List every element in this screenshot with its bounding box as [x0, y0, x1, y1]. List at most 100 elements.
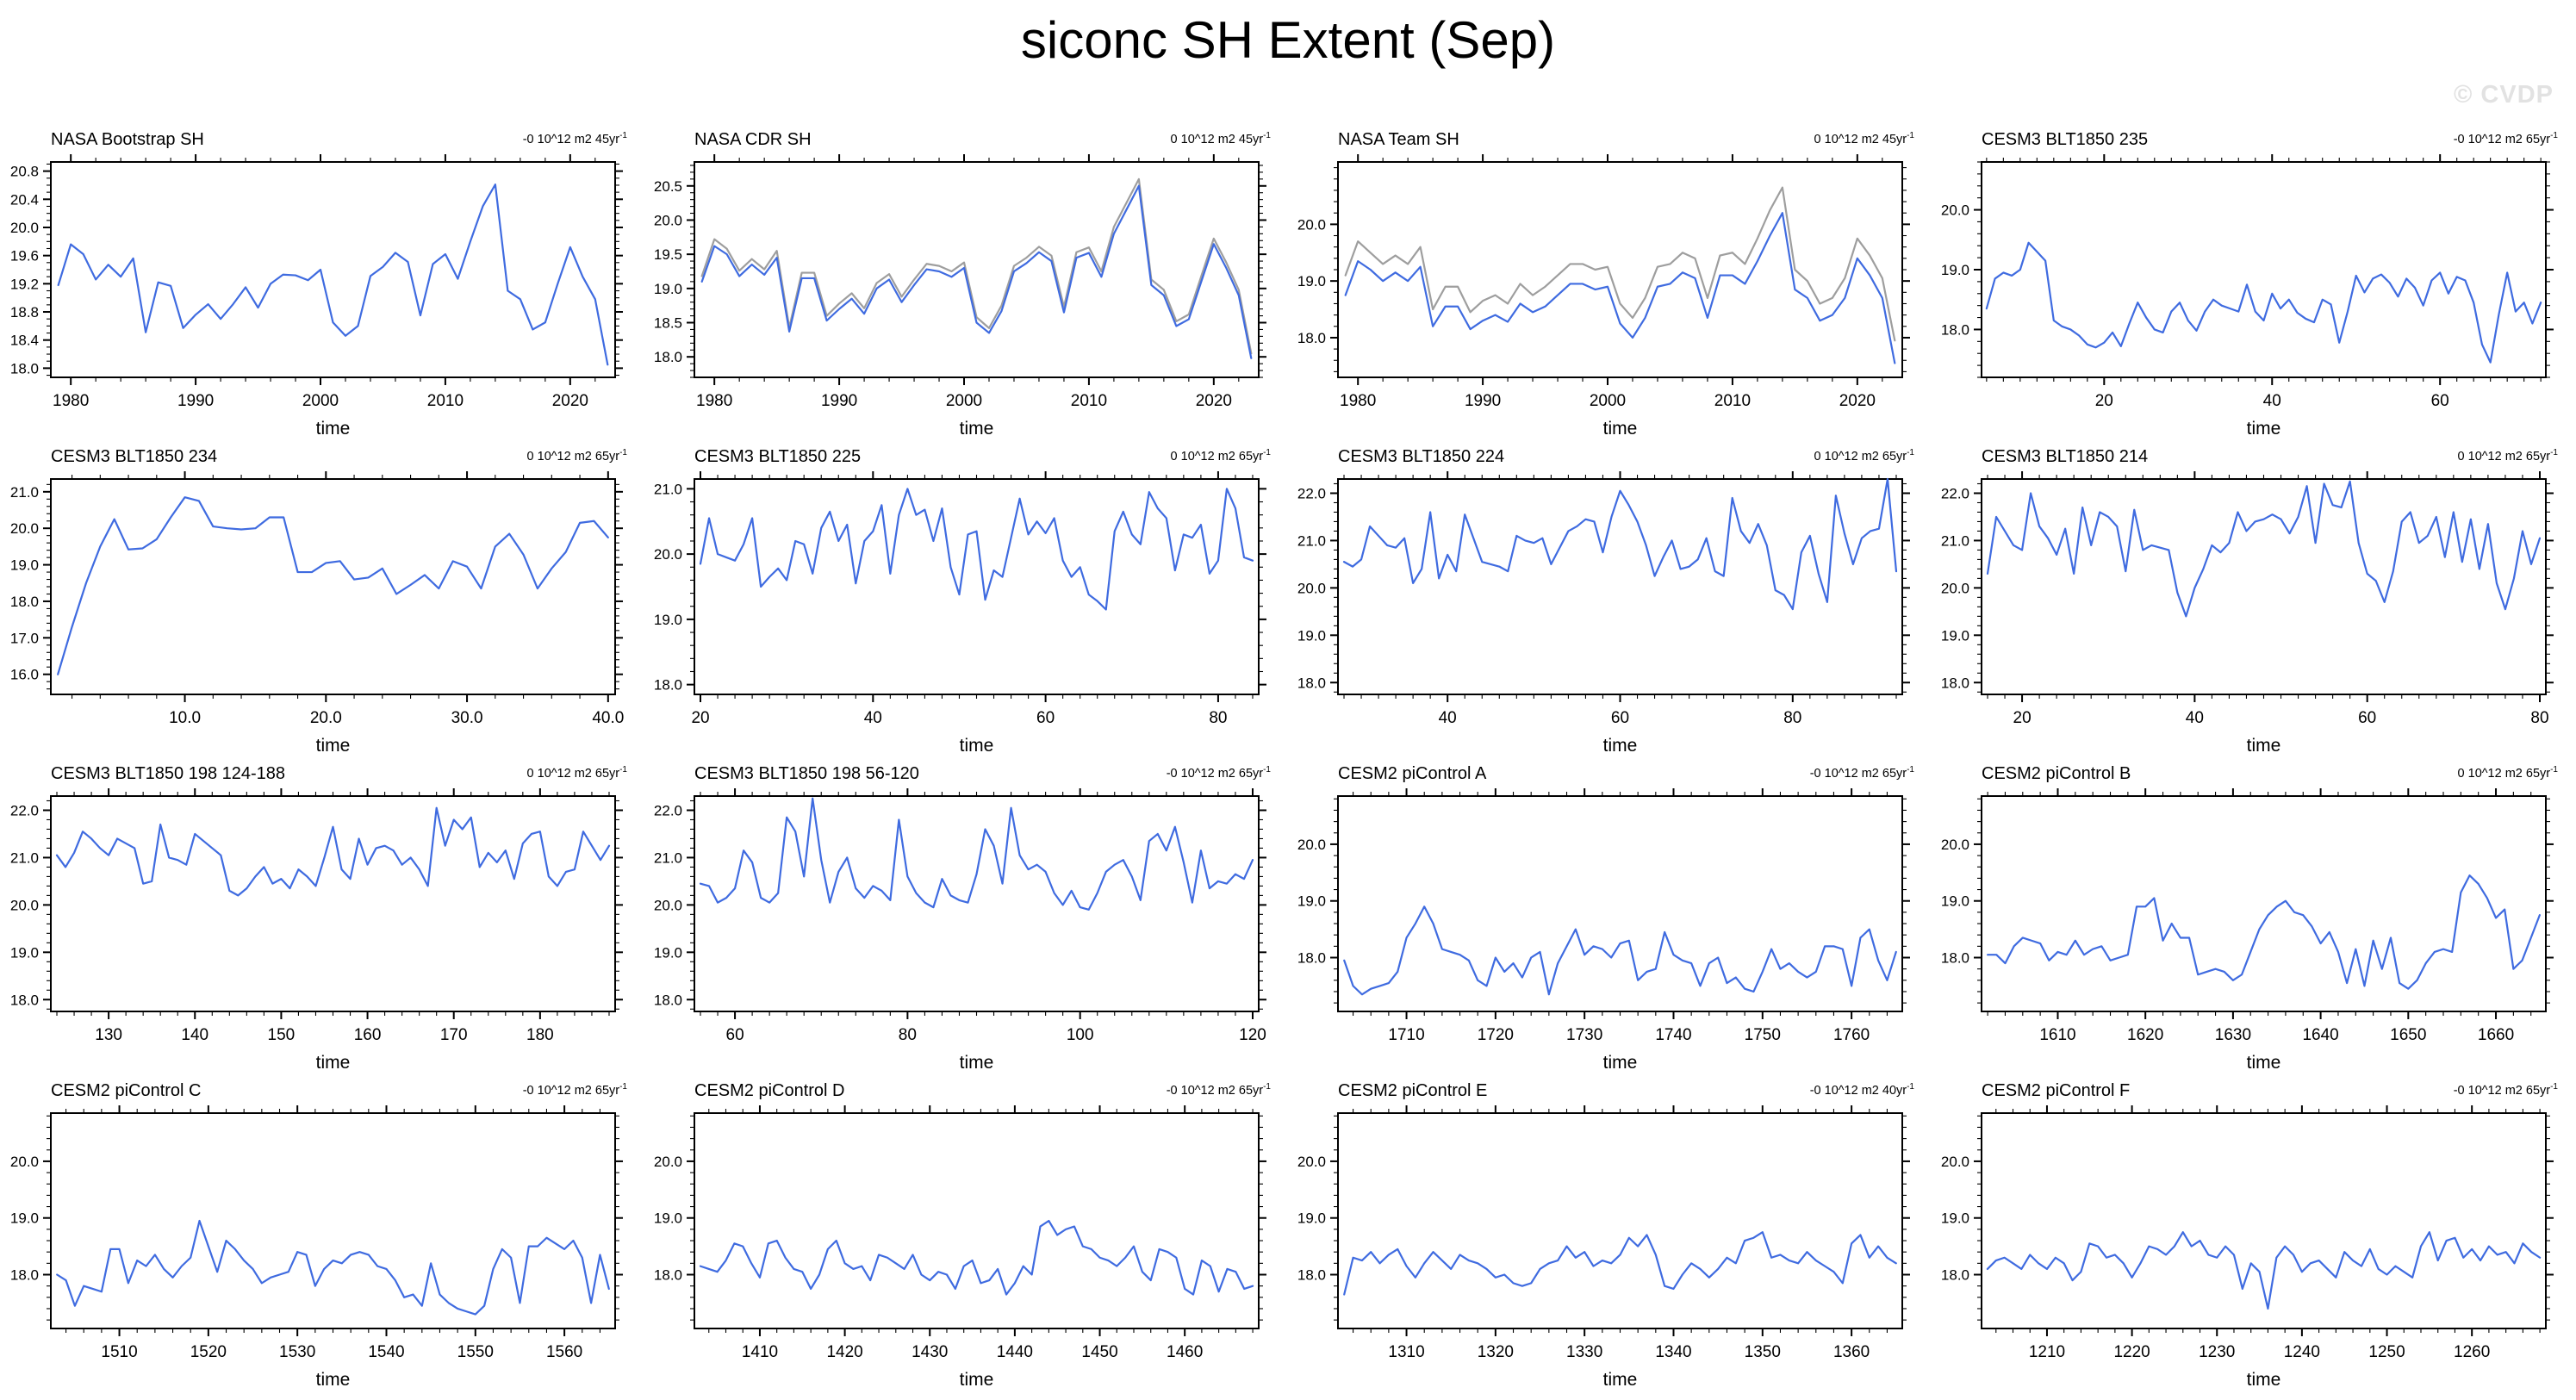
y-tick-label: 19.6	[10, 248, 39, 264]
x-tick-label: 2010	[427, 392, 464, 410]
panel-title: CESM2 piControl B	[1982, 764, 2131, 783]
x-tick-label: 1750	[1745, 1026, 1781, 1044]
x-tick-label: 60	[2358, 709, 2376, 727]
x-tick-label: 1760	[1833, 1026, 1870, 1044]
x-tick-label: 1540	[368, 1343, 404, 1361]
page-title: siconc SH Extent (Sep)	[1020, 11, 1556, 69]
y-tick-label: 19.0	[1297, 1210, 1326, 1227]
data-series-line-1	[57, 184, 609, 366]
trend-annotation: 0 10^12 m2 65yr-1	[2458, 448, 2559, 464]
line-chart: 40 60 80 18.0 19.0 20.0 21.0 22.0 CESM3 BLT1850 …	[1297, 447, 1915, 756]
x-tick-label: 130	[95, 1026, 122, 1044]
x-axis-label: time	[2247, 736, 2281, 756]
line-chart: 1510 1520 1530 1540 1550 1560 18.0 19.0 20.0 CESM…	[10, 1081, 628, 1390]
y-tick-label: 20.0	[1941, 837, 1969, 853]
line-chart: 20 40 60 80 18.0 19.0 20.0 21.0 CESM3 BLT1850 22…	[654, 447, 1272, 756]
x-tick-label: 1660	[2478, 1026, 2514, 1044]
x-axis-label: time	[2247, 1370, 2281, 1390]
plot-frame	[50, 161, 616, 378]
x-tick-label: 1560	[546, 1343, 582, 1361]
panel-cesm2-picontrol-f: 1210 1220 1230 1240 1250 1260 18.0 19.0 20.0 CESM…	[1932, 1079, 2575, 1396]
trend-annotation: -0 10^12 m2 65yr-1	[2454, 1082, 2559, 1098]
line-chart: 1310 1320 1330 1340 1350 1360 18.0 19.0 20.0 CESM…	[1297, 1081, 1915, 1390]
y-tick-label: 18.0	[1941, 321, 1969, 338]
y-tick-label: 19.0	[10, 557, 39, 574]
y-tick-label: 20.0	[654, 212, 682, 228]
trend-annotation: 0 10^12 m2 65yr-1	[2458, 765, 2559, 781]
x-tick-label: 1640	[2302, 1026, 2338, 1044]
x-tick-label: 30.0	[451, 709, 483, 727]
y-tick-label: 20.0	[1941, 580, 1969, 596]
panel-title: CESM3 BLT1850 214	[1982, 447, 2148, 466]
y-tick-label: 18.0	[10, 992, 39, 1008]
y-tick-label: 19.0	[1297, 627, 1326, 644]
line-chart: 1980 1990 2000 2010 2020 18.0 19.0 20.0 NASA Tea…	[1297, 130, 1915, 439]
y-tick-label: 18.8	[10, 304, 39, 320]
x-tick-label: 150	[268, 1026, 296, 1044]
y-tick-label: 19.0	[1297, 273, 1326, 289]
panel-title: CESM2 piControl C	[51, 1081, 202, 1100]
y-tick-label: 20.0	[1941, 1154, 1969, 1170]
x-axis-label: time	[960, 1370, 994, 1390]
x-tick-label: 40.0	[592, 709, 624, 727]
y-tick-label: 18.0	[1941, 950, 1969, 967]
plot-frame	[50, 1112, 616, 1329]
x-tick-label: 1210	[2029, 1343, 2065, 1361]
x-tick-label: 1230	[2199, 1343, 2235, 1361]
line-chart: 1410 1420 1430 1440 1450 1460 18.0 19.0 20.0 CESM…	[654, 1081, 1272, 1390]
panel-cesm3-blt1850-198-124-188: 130 140 150 160 170 180 18.0 19.0 20.0 21.0 22.0 CE…	[1, 762, 644, 1079]
y-tick-label: 18.0	[1297, 675, 1326, 691]
x-axis-label: time	[316, 1053, 351, 1073]
plot-frame	[1337, 795, 1903, 1012]
panel-cesm2-picontrol-c: 1510 1520 1530 1540 1550 1560 18.0 19.0 20.0 CESM…	[1, 1079, 644, 1396]
data-series-line-1	[700, 177, 1253, 355]
x-axis-label: time	[2247, 419, 2281, 439]
panel-cesm3-blt1850-214: 20 40 60 80 18.0 19.0 20.0 21.0 22.0 CESM3 BLT185…	[1932, 445, 2575, 762]
panel-title: CESM3 BLT1850 198 124-188	[51, 764, 285, 783]
x-tick-label: 1340	[1655, 1343, 1691, 1361]
line-chart: 130 140 150 160 170 180 18.0 19.0 20.0 21.0 22.0 CE…	[10, 764, 628, 1073]
panel-title: CESM2 piControl A	[1338, 764, 1487, 783]
trend-annotation: 0 10^12 m2 45yr-1	[1171, 131, 1272, 146]
panel-nasa-team-sh: 1980 1990 2000 2010 2020 18.0 19.0 20.0 NASA Tea…	[1288, 128, 1932, 445]
x-tick-label: 1980	[1340, 392, 1376, 410]
x-tick-label: 2000	[946, 392, 982, 410]
data-series-line-1	[1985, 241, 2542, 364]
panel-cesm2-picontrol-e: 1310 1320 1330 1340 1350 1360 18.0 19.0 20.0 CESM…	[1288, 1079, 1932, 1396]
y-tick-label: 19.0	[654, 1210, 682, 1227]
y-tick-label: 20.0	[10, 220, 39, 236]
x-tick-label: 80	[1783, 709, 1801, 727]
y-tick-label: 16.0	[10, 667, 39, 683]
data-series-line-1	[55, 806, 611, 897]
x-axis-label: time	[960, 1053, 994, 1073]
line-chart: 10.0 20.0 30.0 40.0 16.0 17.0 18.0 19.0 20.0 21.0…	[10, 447, 628, 756]
x-tick-label: 1530	[279, 1343, 315, 1361]
x-tick-label: 2010	[1714, 392, 1751, 410]
y-tick-label: 21.0	[1941, 532, 1969, 549]
x-axis-label: time	[960, 736, 994, 756]
y-tick-label: 19.0	[1941, 627, 1969, 644]
y-tick-label: 22.0	[10, 802, 39, 818]
plot-frame	[1337, 161, 1903, 378]
trend-annotation: 0 10^12 m2 65yr-1	[527, 448, 628, 464]
y-tick-label: 18.0	[1941, 1267, 1969, 1284]
x-tick-label: 1360	[1833, 1343, 1870, 1361]
y-tick-label: 19.0	[1941, 893, 1969, 910]
panel-title: NASA Team SH	[1338, 130, 1459, 149]
line-chart: 1980 1990 2000 2010 2020 18.0 18.4 18.8 19.2 19.6…	[10, 130, 628, 439]
y-tick-label: 20.0	[654, 897, 682, 913]
trend-annotation: 0 10^12 m2 45yr-1	[1814, 131, 1915, 146]
y-tick-label: 20.0	[1297, 837, 1326, 853]
x-axis-label: time	[316, 419, 351, 439]
x-tick-label: 1510	[101, 1343, 137, 1361]
y-tick-label: 20.0	[10, 520, 39, 537]
data-series-line-1	[1986, 480, 2542, 618]
line-chart: 1610 1620 1630 1640 1650 1660 18.0 19.0 20.0 CESM…	[1941, 764, 2559, 1073]
trend-annotation: -0 10^12 m2 65yr-1	[1167, 765, 1272, 781]
y-tick-label: 18.0	[654, 677, 682, 694]
panel-title: NASA Bootstrap SH	[51, 130, 204, 149]
panel-cesm2-picontrol-b: 1610 1620 1630 1640 1650 1660 18.0 19.0 20.0 CESM…	[1932, 762, 2575, 1079]
plot-frame	[694, 161, 1260, 378]
x-tick-label: 1650	[2390, 1026, 2426, 1044]
x-tick-label: 1310	[1388, 1343, 1424, 1361]
